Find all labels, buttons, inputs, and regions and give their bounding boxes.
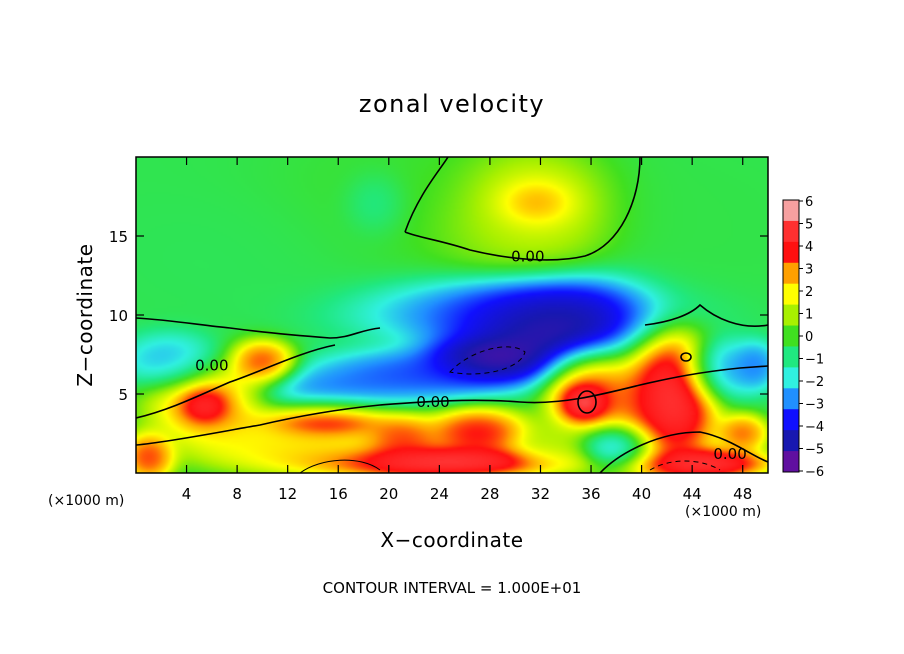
colorbar-swatch [783,451,799,473]
contour-lines [136,157,768,473]
colorbar-tick-label: 1 [805,308,813,323]
colorbar-tick-label: −6 [805,465,824,480]
contour-line-mid [136,317,381,339]
colorbar-tick-label: −5 [805,443,824,458]
colorbar-swatch [783,241,799,264]
colorbar-swatch [783,325,799,347]
colorbar-tick-label: 6 [805,195,813,210]
colorbar-tick-label: −2 [805,375,824,390]
colorbar-tick-label: −4 [805,420,824,435]
colorbar-swatch [783,409,799,431]
colorbar-tick-label: 3 [805,263,813,278]
colorbar-tick-label: 0 [805,330,813,345]
colorbar-tick-label: −1 [805,353,824,368]
colorbar-tick-label: 4 [805,240,813,255]
contour-label: 0.00 [195,357,228,375]
contour-labels: 0.00 0.00 0.00 0.00 [195,248,747,464]
footer-note: CONTOUR INTERVAL = 1.000E+01 [323,579,582,597]
x-tick-label: 44 [683,485,702,503]
velocity-field-image [136,157,768,473]
y-axis-label: Z−coordinate [73,243,97,386]
contour-line-right [599,431,768,473]
x-axis-label: X−coordinate [380,528,523,552]
x-tick-label: 4 [182,485,192,503]
contour-loop-small [577,390,597,414]
colorbar-swatch [783,200,799,222]
chart-title: zonal velocity [359,90,545,118]
colorbar-tick-label: 5 [805,218,813,233]
x-tick-label: 20 [379,485,398,503]
y-tick-label: 15 [109,228,128,246]
colorbar-tick-label: −3 [805,398,824,413]
contour-solid-bottom [299,459,381,473]
colorbar-swatch [783,430,799,452]
contour-line-upper [404,157,641,261]
contour-dashed-bottom [649,460,721,471]
colorbar-swatch [783,346,799,368]
y-tick-label: 5 [118,386,128,404]
x-unit-left: (×1000 m) [48,493,124,509]
x-tick-label: 40 [632,485,651,503]
contour-dashed-center [449,346,526,375]
colorbar-swatch [783,262,799,285]
contour-line-right-upper [644,303,768,327]
x-axis-ticks: 4 8 12 16 20 24 28 32 36 40 44 48 [182,157,752,503]
x-tick-label: 24 [430,485,449,503]
contour-label: 0.00 [416,393,449,411]
colorbar-swatch [783,388,799,410]
colorbar-tick-label: 2 [805,285,813,300]
colorbar-swatch [783,304,799,327]
x-tick-label: 28 [480,485,499,503]
colorbar-swatch [783,367,799,389]
x-tick-label: 16 [329,485,348,503]
colorbar-swatch [783,220,799,243]
y-tick-label: 10 [109,307,128,325]
x-unit-right: (×1000 m) [685,504,761,520]
contour-line-left [136,344,336,419]
colorbar: 6 5 4 3 2 1 0 −1 −2 −3 −4 −5 −6 [782,195,824,480]
x-tick-label: 48 [733,485,752,503]
y-axis-ticks: 5 10 15 [109,228,768,404]
x-tick-label: 36 [581,485,600,503]
x-tick-label: 32 [531,485,550,503]
contour-label: 0.00 [713,445,746,463]
x-tick-label: 8 [232,485,242,503]
velocity-field [136,157,768,473]
contour-loop-right [680,352,692,362]
contour-line-low [136,365,768,446]
contour-label: 0.00 [511,248,544,266]
x-tick-label: 12 [278,485,297,503]
colorbar-swatch [783,283,799,306]
